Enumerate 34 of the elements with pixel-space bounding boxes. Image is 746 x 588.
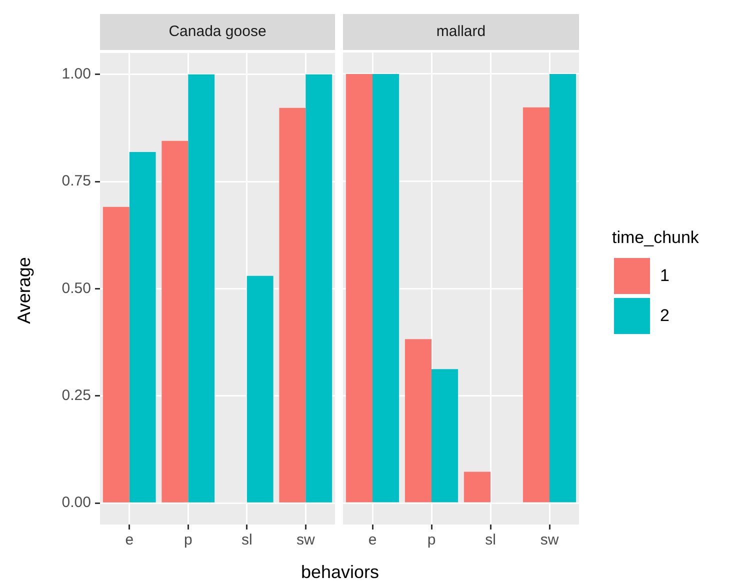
x-tick-label: sl <box>485 532 496 549</box>
legend-label: 2 <box>660 306 670 326</box>
bar <box>432 369 458 502</box>
bar <box>102 206 130 502</box>
y-tick-label: 1.00 <box>62 66 91 83</box>
x-tick-label: p <box>184 532 192 549</box>
x-tick-label: e <box>368 532 377 549</box>
legend-title: time_chunk <box>612 228 699 248</box>
chart-title: Canada goose <box>100 14 335 50</box>
x-tick-label: sw <box>296 532 315 549</box>
bar <box>188 74 215 502</box>
bar <box>279 108 306 502</box>
y-tick-label: 0.00 <box>62 494 91 512</box>
x-axis-title: behaviors <box>301 562 380 583</box>
x-tick-label: p <box>427 532 436 549</box>
bar <box>550 74 576 502</box>
bar <box>372 74 400 502</box>
chart-title: mallard <box>343 14 579 50</box>
bar <box>404 339 432 502</box>
y-tick-label: 0.50 <box>62 280 91 297</box>
legend-label: 1 <box>660 266 670 286</box>
bar <box>464 472 490 502</box>
bar <box>162 140 188 502</box>
bar <box>129 152 156 502</box>
y-axis-title: Average <box>13 257 34 324</box>
bar <box>246 276 274 502</box>
x-tick-label: e <box>125 532 134 549</box>
bar <box>306 74 332 502</box>
bar <box>522 107 550 502</box>
y-tick-label: 0.75 <box>62 172 91 190</box>
bar <box>346 74 372 502</box>
x-tick-label: sw <box>540 532 559 549</box>
x-tick-label: sl <box>241 532 252 549</box>
y-tick-label: 0.25 <box>62 387 91 404</box>
